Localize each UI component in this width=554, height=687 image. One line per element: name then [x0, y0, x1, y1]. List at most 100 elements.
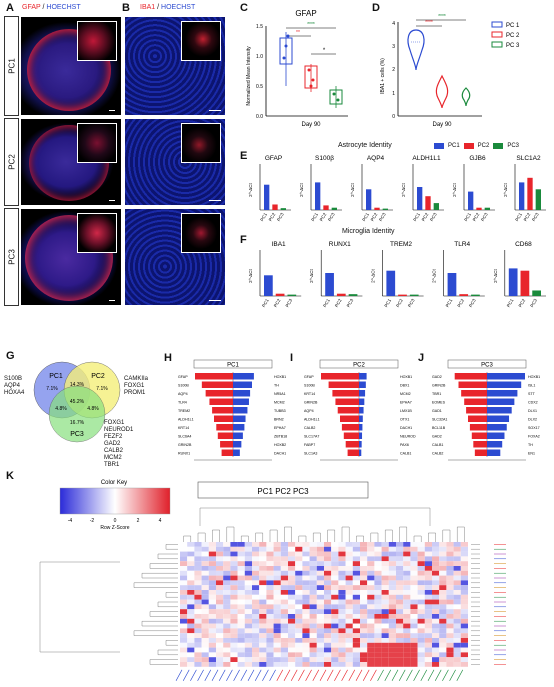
- heatmap-cell: [360, 633, 368, 638]
- heatmap-cell: [309, 590, 317, 595]
- column-dendrogram-branch: [226, 526, 235, 542]
- heatmap-cell: [381, 628, 389, 634]
- panel-e-gene-ylabel: 2^-ΔCt: [503, 182, 508, 196]
- column-dendrogram-root: [199, 507, 431, 526]
- heatmap-cell: [288, 614, 296, 619]
- heatmap-cell: [288, 590, 296, 595]
- panel-label-g: G: [6, 350, 15, 362]
- heatmap-cell: [216, 609, 224, 614]
- venn-right-gene: FOXG1: [124, 383, 145, 389]
- panel-i-gene-left: ALDH1L1: [304, 418, 320, 422]
- panel-a-title-hoechst: HOECHST: [46, 4, 81, 11]
- heatmap-cell: [403, 594, 411, 600]
- heatmap-cell: [360, 585, 368, 590]
- panel-j-bar-up: [464, 398, 487, 405]
- heatmap-cell: [352, 604, 360, 610]
- panel-h-bar-up: [220, 441, 233, 448]
- heatmap-cell: [439, 585, 447, 590]
- panel-h-bar-up: [214, 415, 233, 422]
- heatmap-cell: [417, 657, 425, 662]
- heatmap-cell: [381, 594, 389, 600]
- heatmap-cell: [352, 662, 360, 667]
- heatmap-cell: [403, 570, 411, 576]
- heatmap-cell: [331, 662, 339, 667]
- heatmap-cell: [316, 556, 324, 562]
- heatmap-cell: [237, 657, 245, 662]
- heatmap-cell: [338, 614, 346, 619]
- heatmap-cell: [403, 546, 411, 552]
- heatmap-cell: [187, 628, 195, 634]
- heatmap-cell: [381, 647, 389, 653]
- heatmap-cell: [223, 623, 231, 629]
- heatmap-cell: [201, 594, 209, 600]
- heatmap-cell: [216, 575, 224, 581]
- heatmap-cell: [180, 623, 188, 629]
- heatmap-cell: [345, 647, 353, 653]
- heatmap-cell: [230, 623, 238, 629]
- heatmap-cell: [259, 556, 267, 562]
- heatmap-cell: [252, 609, 260, 614]
- panel-c-point-pc3: [336, 98, 340, 102]
- heatmap-cell: [302, 604, 310, 610]
- panel-f-gene-ylabel: 2^-ΔCt: [309, 268, 314, 282]
- column-label-mark: [420, 669, 428, 681]
- heatmap-cell: [259, 542, 267, 547]
- panel-e-gene-ylabel: 2^-ΔCt: [452, 182, 457, 196]
- heatmap-cell: [201, 561, 209, 566]
- panel-f-gene-xtick: PC2: [456, 298, 465, 309]
- heatmap-cell: [331, 623, 339, 629]
- heatmap-cell: [201, 546, 209, 552]
- panel-c-point-pc2: [309, 84, 313, 88]
- heatmap-cell: [352, 575, 360, 581]
- heatmap-cell: [324, 633, 332, 638]
- heatmap-cell: [194, 657, 202, 662]
- heatmap-cell: [446, 580, 454, 586]
- heatmap-cell: [388, 647, 396, 653]
- heatmap-cell: [432, 652, 440, 658]
- heatmap-cell: [338, 652, 346, 658]
- row-dendrogram-branch: [149, 563, 178, 569]
- heatmap-cell: [345, 628, 353, 634]
- heatmap-cell: [345, 652, 353, 658]
- heatmap-cell: [324, 609, 332, 614]
- heatmap-cell: [266, 580, 274, 586]
- heatmap-cell: [324, 623, 332, 629]
- column-label-mark: [326, 669, 334, 681]
- panel-j-bar-up: [468, 415, 487, 422]
- panel-c-point-pc1: [286, 34, 290, 38]
- heatmap-cell: [194, 546, 202, 552]
- heatmap-cell: [352, 614, 360, 619]
- heatmap-cell: [208, 590, 216, 595]
- heatmap-cell: [424, 594, 432, 600]
- heatmap-cell: [331, 566, 339, 571]
- heatmap-cell: [331, 618, 339, 624]
- heatmap-cell: [223, 580, 231, 586]
- heatmap-cell: [230, 590, 238, 595]
- heatmap-cell: [237, 628, 245, 634]
- heatmap-cell: [288, 575, 296, 581]
- venn-left-gene: AQP4: [4, 383, 21, 389]
- heatmap-cell: [460, 585, 468, 590]
- panel-h-gene-right: ZBTB18: [274, 435, 287, 439]
- heatmap-cell: [367, 561, 375, 566]
- heatmap-cell: [331, 638, 339, 643]
- heatmap-cell: [266, 614, 274, 619]
- panel-f-gene-xtick: PC3: [468, 298, 477, 309]
- heatmap-cell: [432, 551, 440, 557]
- heatmap-cell: [237, 647, 245, 653]
- heatmap-cell: [259, 599, 267, 605]
- heatmap-cell: [338, 642, 346, 648]
- panel-e-legend-swatch-pc1: [434, 143, 444, 149]
- heatmap-cell: [367, 546, 375, 552]
- heatmap-cell: [295, 623, 303, 629]
- venn-bottom-gene: TBR1: [104, 462, 120, 468]
- heatmap-cell: [367, 652, 375, 658]
- heatmap-cell: [273, 609, 281, 614]
- panel-c-point-pc2: [311, 78, 315, 82]
- heatmap-cell: [352, 599, 360, 605]
- venn-pct-all: 45.2%: [70, 399, 85, 405]
- heatmap-cell: [331, 556, 339, 562]
- panel-f-gene-bar: [447, 273, 457, 296]
- heatmap-cell: [266, 575, 274, 581]
- heatmap-cell: [352, 570, 360, 576]
